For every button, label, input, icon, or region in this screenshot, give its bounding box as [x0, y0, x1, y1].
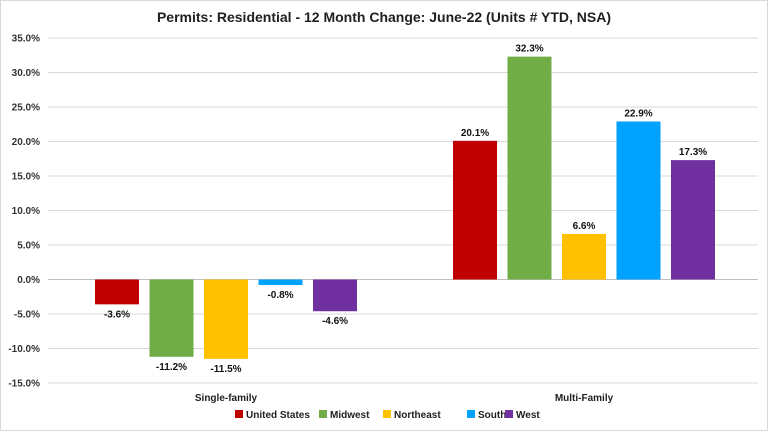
data-label: -0.8% [267, 290, 293, 301]
legend-label-south: South [478, 410, 506, 421]
legend-label-midwest: Midwest [330, 410, 370, 421]
bar-south-single-family [258, 279, 303, 286]
bar-south-multi-family [616, 121, 661, 280]
y-tick-label: -15.0% [8, 379, 40, 390]
legend-swatch-northeast [383, 410, 391, 418]
data-label: 17.3% [679, 147, 707, 158]
bar-west-multi-family [671, 160, 715, 280]
legend-swatch-midwest [319, 410, 327, 418]
gridlines [48, 37, 758, 384]
category-label: Single-family [195, 393, 258, 404]
data-label: 20.1% [461, 128, 489, 139]
category-labels: Single-family Multi-Family [195, 393, 614, 404]
category-label: Multi-Family [555, 393, 614, 404]
y-tick-label: 15.0% [12, 172, 40, 183]
y-axis-labels: 35.0% 30.0% 25.0% 20.0% 15.0% 10.0% 5.0% 0.0% -5… [8, 34, 40, 390]
data-label: -3.6% [104, 309, 130, 320]
legend-swatch-united-states [235, 410, 243, 418]
legend-label-northeast: Northeast [394, 410, 441, 421]
data-labels: -3.6% 20.1% -11.2% 32.3% -11.5% 6.6% -0.8% 22.9… [104, 44, 707, 375]
legend-swatch-west [505, 410, 513, 418]
y-tick-label: 30.0% [12, 68, 40, 79]
data-label: -4.6% [322, 316, 348, 327]
bar-midwest-single-family [149, 279, 194, 357]
legend-label-west: West [516, 410, 540, 421]
data-label: -11.5% [210, 364, 241, 375]
bar-united-states-multi-family [453, 140, 497, 280]
y-tick-label: 10.0% [12, 206, 40, 217]
y-tick-label: 20.0% [12, 137, 40, 148]
legend: United States Midwest Northeast South West [235, 410, 540, 421]
y-tick-label: 25.0% [12, 103, 40, 114]
bar-united-states-single-family [95, 279, 139, 305]
y-tick-label: 0.0% [17, 275, 40, 286]
legend-swatch-south [467, 410, 475, 418]
data-label: 6.6% [573, 221, 596, 232]
data-label: 22.9% [624, 108, 652, 119]
data-label: 32.3% [515, 44, 543, 55]
data-label: -11.2% [156, 362, 187, 373]
y-tick-label: 35.0% [12, 34, 40, 45]
y-tick-label: 5.0% [17, 241, 40, 252]
chart-title: Permits: Residential - 12 Month Change: … [157, 9, 611, 25]
bar-west-single-family [313, 279, 357, 312]
y-tick-label: -5.0% [14, 310, 40, 321]
bar-northeast-multi-family [562, 233, 606, 280]
legend-label-united-states: United States [246, 410, 310, 421]
y-tick-label: -10.0% [8, 344, 40, 355]
bar-northeast-single-family [204, 279, 248, 359]
bar-midwest-multi-family [507, 56, 552, 280]
bars [95, 56, 715, 359]
